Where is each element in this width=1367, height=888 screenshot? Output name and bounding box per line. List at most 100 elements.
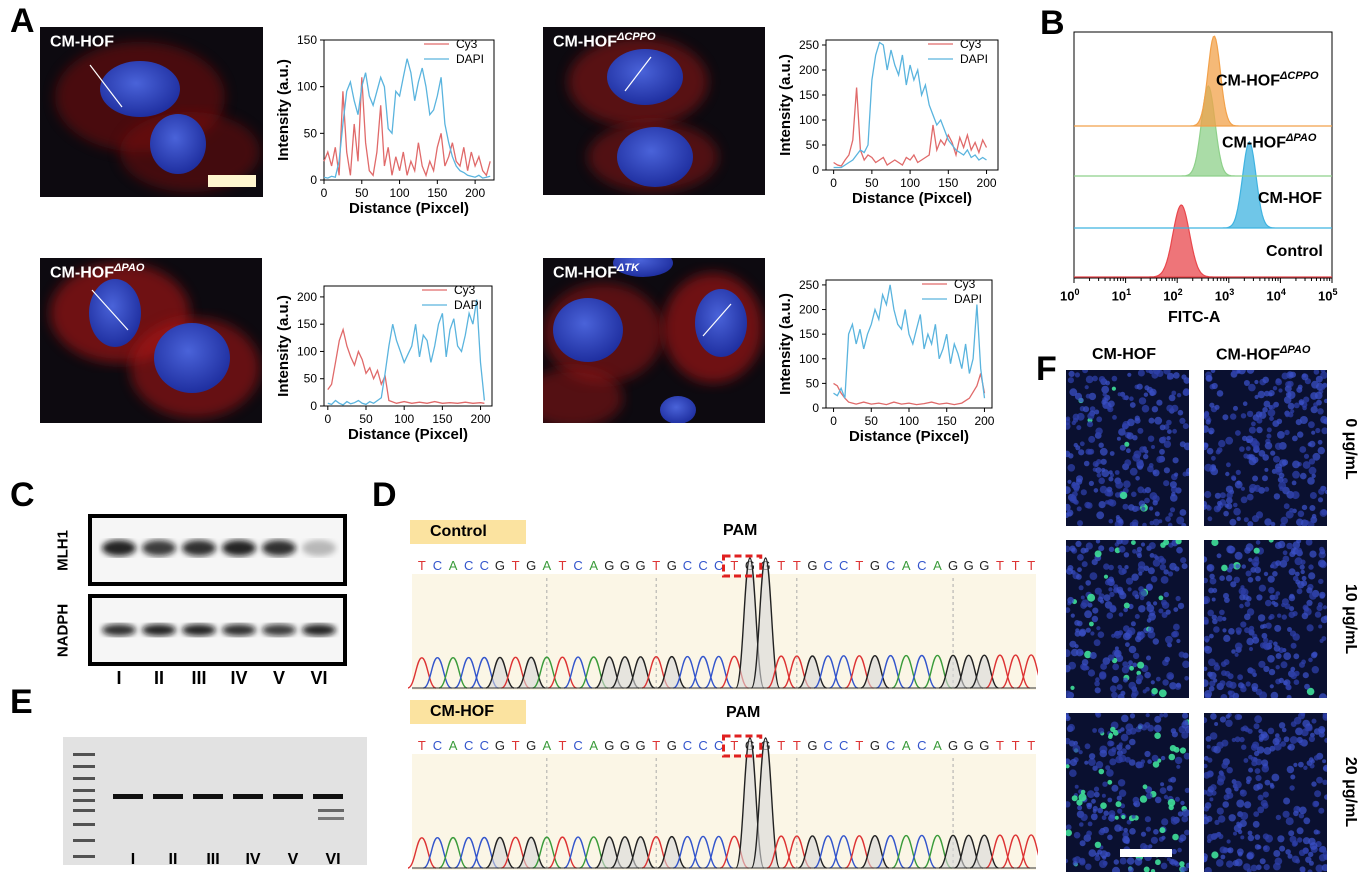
nucleus	[1245, 681, 1251, 687]
nucleus	[1111, 375, 1118, 382]
blot-band	[302, 540, 336, 556]
panel-letter-e: E	[10, 683, 33, 721]
nucleus	[1225, 485, 1234, 493]
nucleus	[1259, 642, 1267, 649]
blot-band	[142, 540, 176, 556]
nucleus	[1244, 801, 1252, 809]
nucleus	[1278, 677, 1284, 684]
nucleus	[1306, 624, 1314, 632]
nucleus	[1219, 492, 1226, 499]
tunel-positive-cell	[1150, 869, 1156, 872]
nucleus	[1254, 556, 1260, 562]
nucleus	[1096, 472, 1102, 478]
nucleus	[1311, 380, 1319, 389]
base-letter: G	[667, 558, 677, 573]
nucleus	[1222, 616, 1227, 621]
nucleus	[1322, 759, 1327, 764]
nucleus	[1137, 761, 1145, 769]
nucleus	[1238, 682, 1244, 689]
base-letter: T	[652, 558, 660, 573]
tunel-positive-cell	[1103, 574, 1109, 579]
nucleus	[1252, 475, 1259, 482]
nucleus	[1303, 453, 1310, 459]
peak	[829, 835, 859, 869]
x-tick-label: 100	[900, 176, 920, 190]
nucleus	[1239, 603, 1244, 609]
nucleus	[1246, 493, 1254, 501]
base-letter: A	[902, 558, 911, 573]
gel-band	[273, 794, 303, 799]
gel-band	[153, 794, 183, 799]
nucleus	[1174, 756, 1183, 765]
row-label-10: 10 μg/mL	[1342, 583, 1359, 655]
nucleus	[1179, 417, 1186, 424]
base-letter: T	[652, 738, 660, 753]
nucleus	[1234, 652, 1239, 657]
nucleus	[1256, 594, 1263, 601]
nucleus	[1294, 557, 1303, 566]
base-letter: T	[512, 558, 520, 573]
nucleus	[1278, 388, 1283, 393]
nucleus	[1118, 612, 1124, 617]
plot-frame	[323, 39, 495, 181]
nucleus	[1085, 542, 1093, 550]
nucleus	[1129, 738, 1136, 746]
nucleus	[1293, 762, 1298, 767]
nucleus	[1113, 584, 1119, 590]
nucleus	[1205, 419, 1211, 425]
nucleus	[1206, 447, 1214, 455]
flow-label-dpao: CM-HOFΔPAO	[1222, 132, 1317, 152]
nucleus	[1177, 602, 1185, 610]
nucleus	[1226, 567, 1233, 573]
x-axis-label: Distance (Pixcel)	[849, 428, 969, 445]
nucleus	[1163, 370, 1171, 375]
dapi-line	[323, 58, 491, 179]
base-letter: G	[526, 738, 536, 753]
nucleus	[1317, 408, 1324, 415]
nucleus	[1066, 649, 1071, 658]
nucleus	[1078, 585, 1084, 591]
peak	[907, 834, 937, 869]
nucleus	[1300, 569, 1305, 575]
base-letter: C	[886, 738, 895, 753]
nucleus	[1118, 545, 1126, 553]
nucleus	[1178, 651, 1185, 658]
nucleus	[1171, 731, 1178, 738]
nucleus	[1288, 412, 1294, 418]
nucleus	[1281, 372, 1289, 380]
nucleus	[1151, 371, 1159, 379]
nucleus	[1209, 732, 1218, 740]
nucleus	[1274, 857, 1283, 866]
nucleus	[1128, 660, 1133, 666]
nucleus	[1095, 540, 1101, 544]
tunel-positive-cell	[1066, 829, 1072, 837]
nucleus	[1087, 412, 1095, 420]
nucleus	[1114, 649, 1122, 658]
nucleus	[1263, 665, 1270, 673]
nucleus	[1264, 518, 1272, 526]
y-tick-label: 250	[799, 278, 819, 292]
nucleus	[1176, 516, 1185, 525]
x-tick-label: 200	[977, 176, 997, 190]
nucleus	[1205, 374, 1213, 382]
nucleus	[1213, 832, 1219, 839]
nucleus	[1264, 486, 1270, 492]
nucleus	[1318, 846, 1325, 853]
nucleus	[1252, 515, 1259, 523]
nucleus	[1094, 587, 1102, 595]
nucleus	[1290, 672, 1297, 680]
y-tick-label: 100	[799, 113, 819, 127]
nucleus	[1324, 794, 1327, 800]
base-letter: T	[1012, 558, 1020, 573]
peak	[454, 656, 484, 689]
base-letter: A	[902, 738, 911, 753]
nucleus	[1131, 689, 1139, 697]
nucleus	[1291, 855, 1300, 863]
nucleus	[1158, 608, 1164, 614]
nucleus	[1071, 482, 1078, 489]
nucleus	[1092, 765, 1098, 771]
tunel-positive-cell	[1136, 670, 1141, 676]
nucleus	[1268, 587, 1275, 594]
nucleus	[1085, 393, 1091, 399]
nucleus	[1182, 423, 1189, 430]
